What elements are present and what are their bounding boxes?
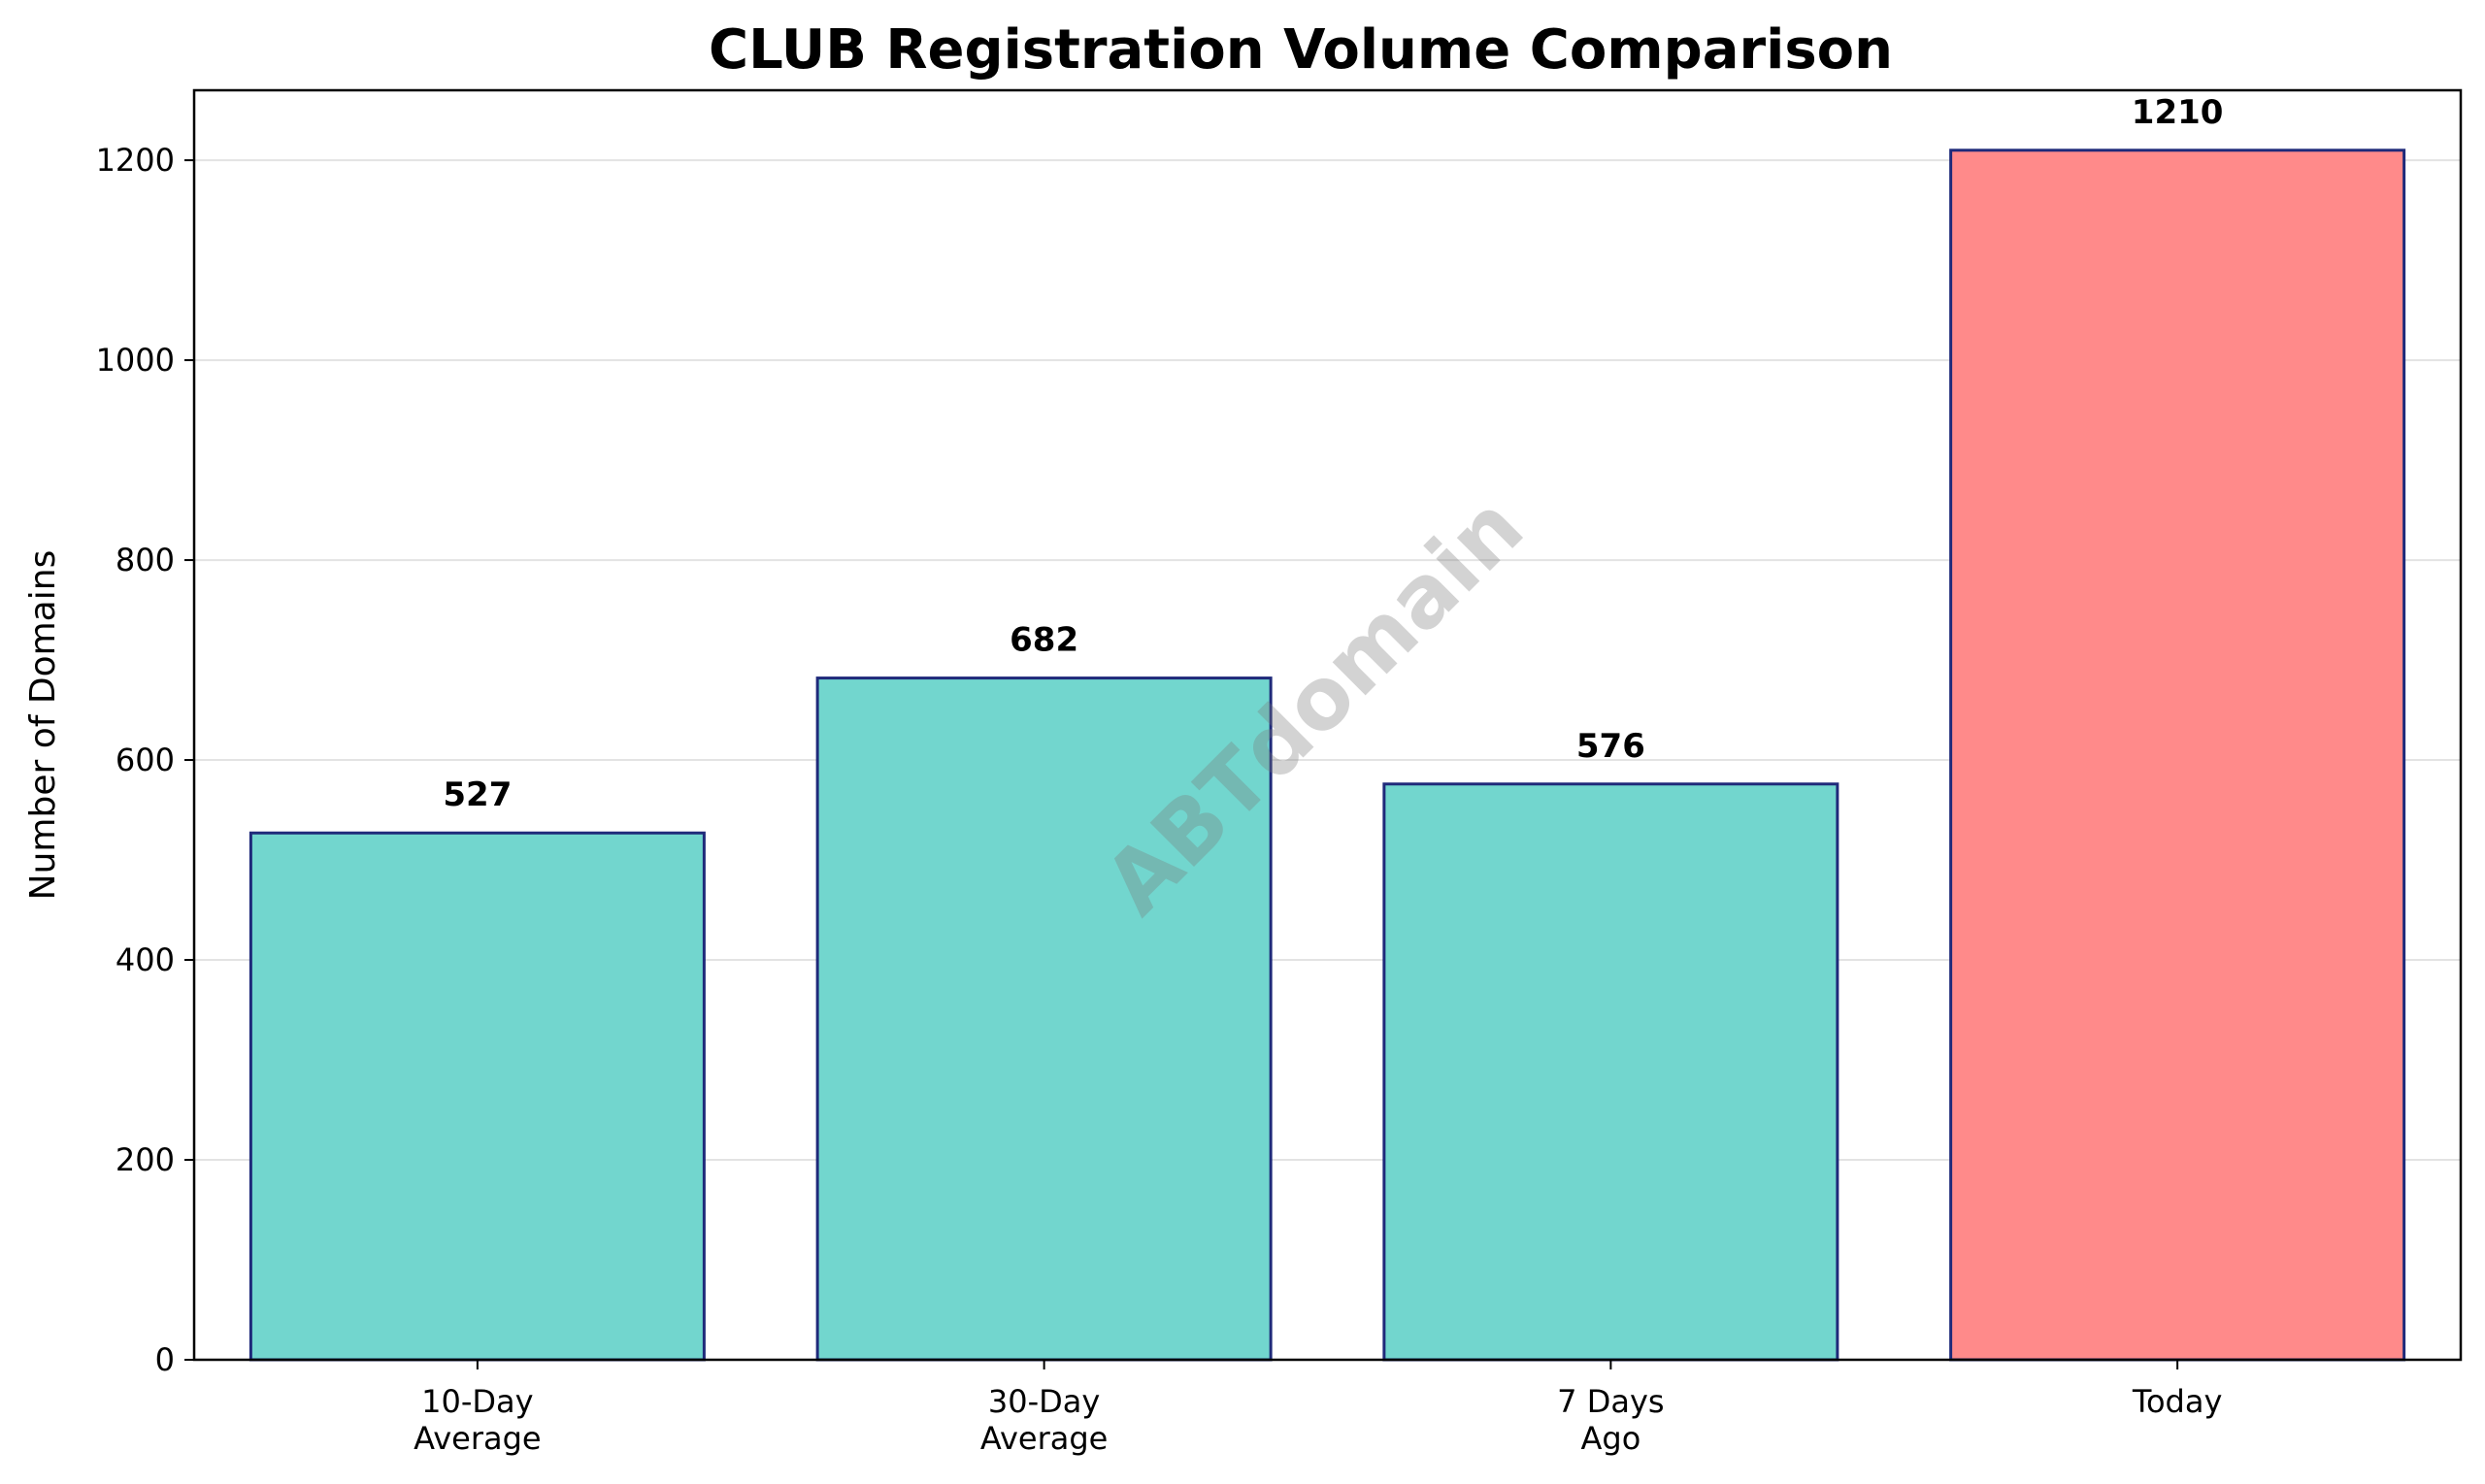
plot-frame (192, 88, 2463, 1362)
x-tick-label: Average (980, 1420, 1108, 1457)
chart-title: CLUB Registration Volume Comparison (709, 18, 1893, 82)
y-axis-ticks: 0 200 400 600 800 1000 1200 (96, 142, 194, 1378)
x-tick-label: 10-Day (421, 1383, 533, 1420)
y-axis-label: Number of Domains (23, 550, 63, 901)
bar (1949, 148, 2406, 1362)
x-tick-label: Today (2132, 1383, 2223, 1420)
bar-value-label: 682 (1010, 621, 1078, 660)
y-tick-label: 600 (116, 742, 175, 778)
y-tick-label: 200 (116, 1141, 175, 1178)
y-tick-label: 400 (116, 941, 175, 978)
bar-value-label: 576 (1576, 727, 1645, 766)
bar (1382, 782, 1839, 1362)
x-tick-label: Ago (1580, 1420, 1640, 1457)
x-tick-label: Average (414, 1420, 541, 1457)
y-tick-label: 1000 (96, 342, 175, 379)
bar (248, 831, 706, 1362)
y-tick-label: 0 (155, 1341, 175, 1378)
bar-value-label: 1210 (2132, 93, 2224, 132)
bars (248, 148, 2406, 1362)
bar-value-label: 527 (443, 775, 512, 814)
y-tick-label: 1200 (96, 142, 175, 179)
value-labels: 527 682 576 1210 (443, 93, 2223, 814)
x-tick-label: 7 Days (1557, 1383, 1664, 1420)
x-tick-label: 30-Day (988, 1383, 1100, 1420)
bar (815, 676, 1273, 1362)
y-tick-label: 800 (116, 542, 175, 578)
